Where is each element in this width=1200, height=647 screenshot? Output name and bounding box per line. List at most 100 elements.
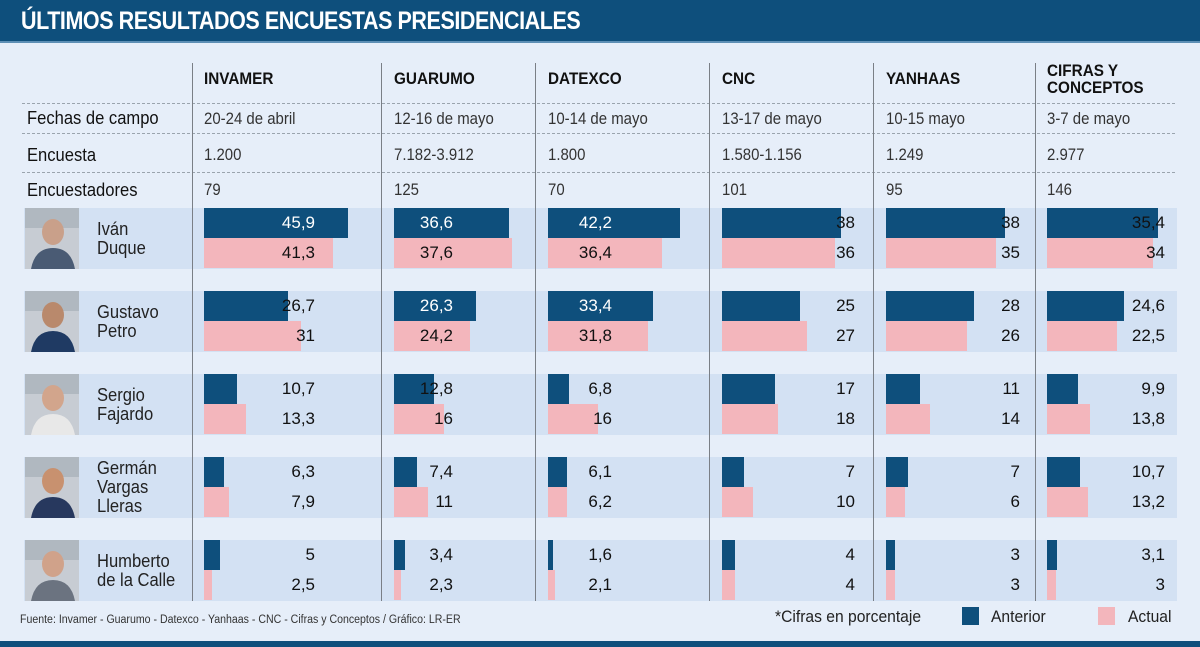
column-divider [709, 63, 710, 601]
value-anterior: 3 [1010, 545, 1020, 564]
value-anterior: 42,2 [578, 213, 612, 232]
value-actual: 31,8 [578, 326, 612, 345]
candidate-photo [25, 374, 79, 435]
bar-actual [548, 404, 599, 434]
candidate-name: Humberto de la Calle [97, 551, 176, 590]
bar-anterior [204, 374, 238, 404]
legend-label-actual: Actual [1128, 607, 1172, 626]
candidate-name: Gustavo Petro [97, 302, 159, 341]
value-anterior: 38 [1001, 213, 1020, 232]
value-anterior: 38 [836, 213, 855, 232]
pollster-header: CIFRAS Y CONCEPTOS [1047, 61, 1144, 97]
value-anterior: 10,7 [281, 379, 315, 398]
value-actual: 24,2 [419, 326, 453, 345]
value-actual: 37,6 [419, 243, 453, 262]
value-anterior: 6,3 [291, 462, 315, 481]
bar-actual [886, 487, 905, 517]
candidate-photo [25, 291, 79, 352]
bar-anterior [204, 540, 220, 570]
bar-anterior [886, 540, 896, 570]
bar-actual [204, 321, 302, 351]
pollster-header: DATEXCO [548, 69, 622, 88]
value-anterior: 3,4 [429, 545, 453, 564]
row-divider [22, 103, 1175, 104]
value-anterior: 26,7 [281, 296, 315, 315]
bar-actual [204, 487, 229, 517]
bar-anterior [1047, 291, 1124, 321]
legend-label-anterior: Anterior [991, 607, 1046, 626]
bar-anterior [1047, 374, 1078, 404]
value-actual: 3 [1010, 575, 1020, 594]
encuesta-cell: 2.977 [1047, 145, 1085, 164]
value-actual: 18 [836, 409, 855, 428]
row-label-encuesta: Encuesta [27, 145, 97, 165]
value-anterior: 6,8 [588, 379, 612, 398]
value-actual: 6 [1010, 492, 1020, 511]
pollster-header: GUARUMO [394, 69, 475, 88]
fechas-cell: 13-17 de mayo [722, 109, 822, 128]
bar-actual [394, 487, 429, 517]
row-divider [22, 172, 1175, 173]
bar-anterior [886, 457, 908, 487]
column-divider [535, 63, 536, 601]
encuestadores-cell: 101 [722, 180, 747, 199]
bar-actual [886, 238, 996, 268]
pollster-header: CNC [722, 69, 756, 88]
value-anterior: 35,4 [1131, 213, 1165, 232]
fechas-cell: 10-14 de mayo [548, 109, 648, 128]
bar-anterior [1047, 457, 1081, 487]
value-anterior: 36,6 [419, 213, 453, 232]
value-actual: 34 [1146, 243, 1165, 262]
value-actual: 11 [435, 492, 453, 511]
encuestadores-cell: 146 [1047, 180, 1072, 199]
value-anterior: 7 [1010, 462, 1020, 481]
row-divider [22, 133, 1175, 134]
bar-actual [394, 570, 402, 600]
value-anterior: 11 [1002, 379, 1020, 398]
value-anterior: 7,4 [429, 462, 453, 481]
bar-actual [722, 238, 835, 268]
value-anterior: 26,3 [419, 296, 453, 315]
bar-anterior [204, 208, 348, 238]
value-anterior: 1,6 [588, 545, 612, 564]
value-actual: 14 [1001, 409, 1020, 428]
row-label-encuestadores: Encuestadores [27, 180, 138, 200]
bar-actual [204, 238, 334, 268]
bar-anterior [722, 374, 776, 404]
encuesta-cell: 1.580-1.156 [722, 145, 802, 164]
value-actual: 10 [836, 492, 855, 511]
column-divider [873, 63, 874, 601]
value-actual: 16 [434, 409, 453, 428]
value-actual: 2,3 [429, 575, 453, 594]
value-anterior: 4 [845, 545, 855, 564]
bar-anterior [1047, 208, 1158, 238]
bar-anterior [394, 457, 418, 487]
legend-swatch-anterior [962, 607, 979, 625]
bar-actual [886, 404, 930, 434]
fechas-cell: 12-16 de mayo [394, 109, 494, 128]
unit-note: *Cifras en porcentaje [775, 607, 922, 626]
value-actual: 26 [1001, 326, 1020, 345]
value-anterior: 17 [836, 379, 855, 398]
bar-actual [722, 487, 754, 517]
bar-actual [1047, 404, 1091, 434]
value-anterior: 24,6 [1131, 296, 1165, 315]
value-anterior: 12,8 [419, 379, 453, 398]
value-anterior: 3,1 [1141, 545, 1165, 564]
bar-actual [394, 404, 445, 434]
bar-actual [394, 321, 470, 351]
bar-anterior [394, 540, 405, 570]
bar-actual [886, 321, 968, 351]
bar-anterior [886, 374, 921, 404]
bar-anterior [722, 540, 735, 570]
candidate-photo [25, 208, 79, 269]
fechas-cell: 20-24 de abril [204, 109, 296, 128]
bar-actual [204, 570, 212, 600]
encuesta-cell: 1.249 [886, 145, 924, 164]
row-label-fechas: Fechas de campo [27, 108, 159, 128]
bar-actual [886, 570, 896, 600]
value-actual: 2,1 [588, 575, 612, 594]
pollster-header: YANHAAS [886, 69, 961, 88]
page-title: ÚLTIMOS RESULTADOS ENCUESTAS PRESIDENCIA… [21, 7, 581, 35]
candidate-name: Germán Vargas Lleras [97, 458, 157, 516]
